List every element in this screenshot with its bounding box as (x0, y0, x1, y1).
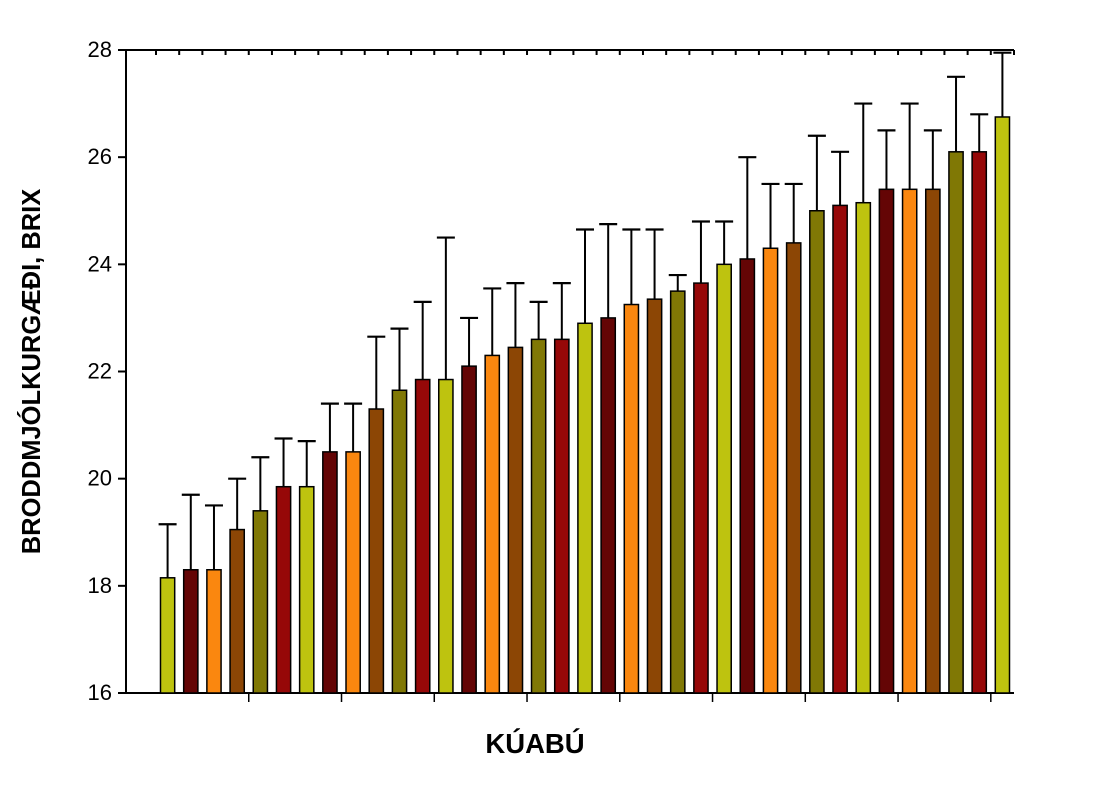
svg-text:28: 28 (88, 37, 112, 62)
svg-text:16: 16 (88, 680, 112, 705)
svg-text:24: 24 (88, 251, 112, 276)
svg-text:KÚABÚ: KÚABÚ (485, 728, 584, 759)
svg-text:26: 26 (88, 144, 112, 169)
svg-text:BRODDMJÓLKURGÆÐI, BRIX: BRODDMJÓLKURGÆÐI, BRIX (16, 189, 46, 555)
svg-text:18: 18 (88, 573, 112, 598)
svg-text:20: 20 (88, 466, 112, 491)
svg-text:22: 22 (88, 359, 112, 384)
